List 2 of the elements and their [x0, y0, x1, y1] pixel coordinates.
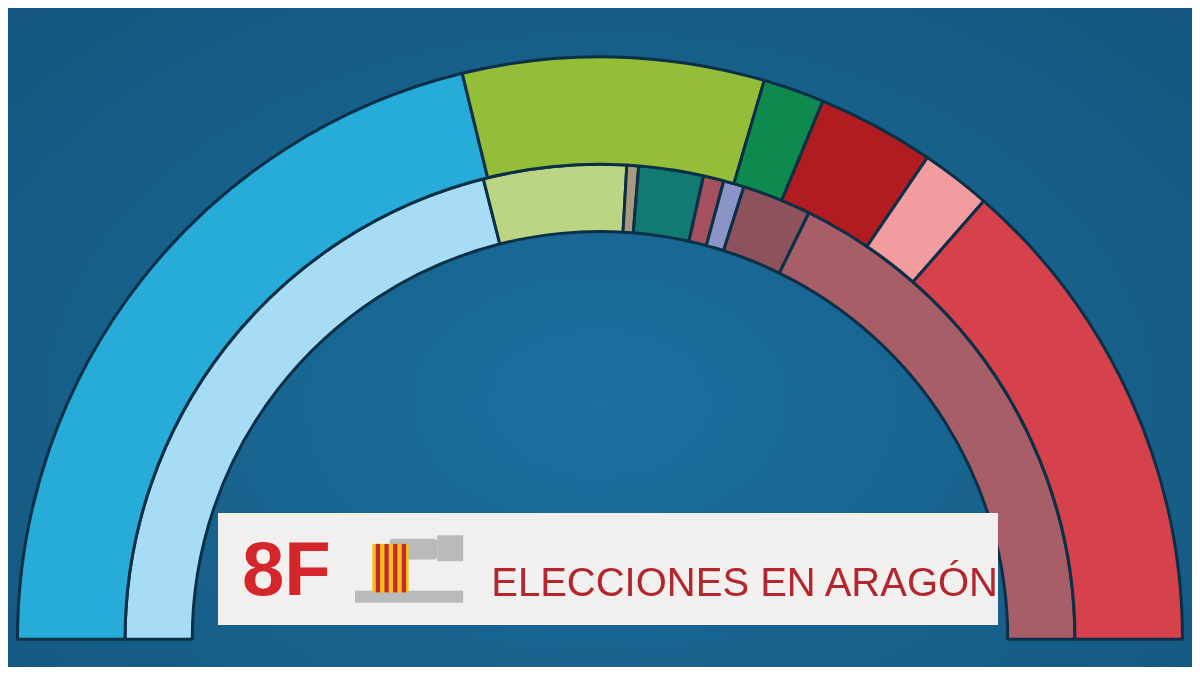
text: ELECCIONES EN ARAGÓN: [491, 559, 998, 605]
text: 8F: [242, 526, 331, 611]
